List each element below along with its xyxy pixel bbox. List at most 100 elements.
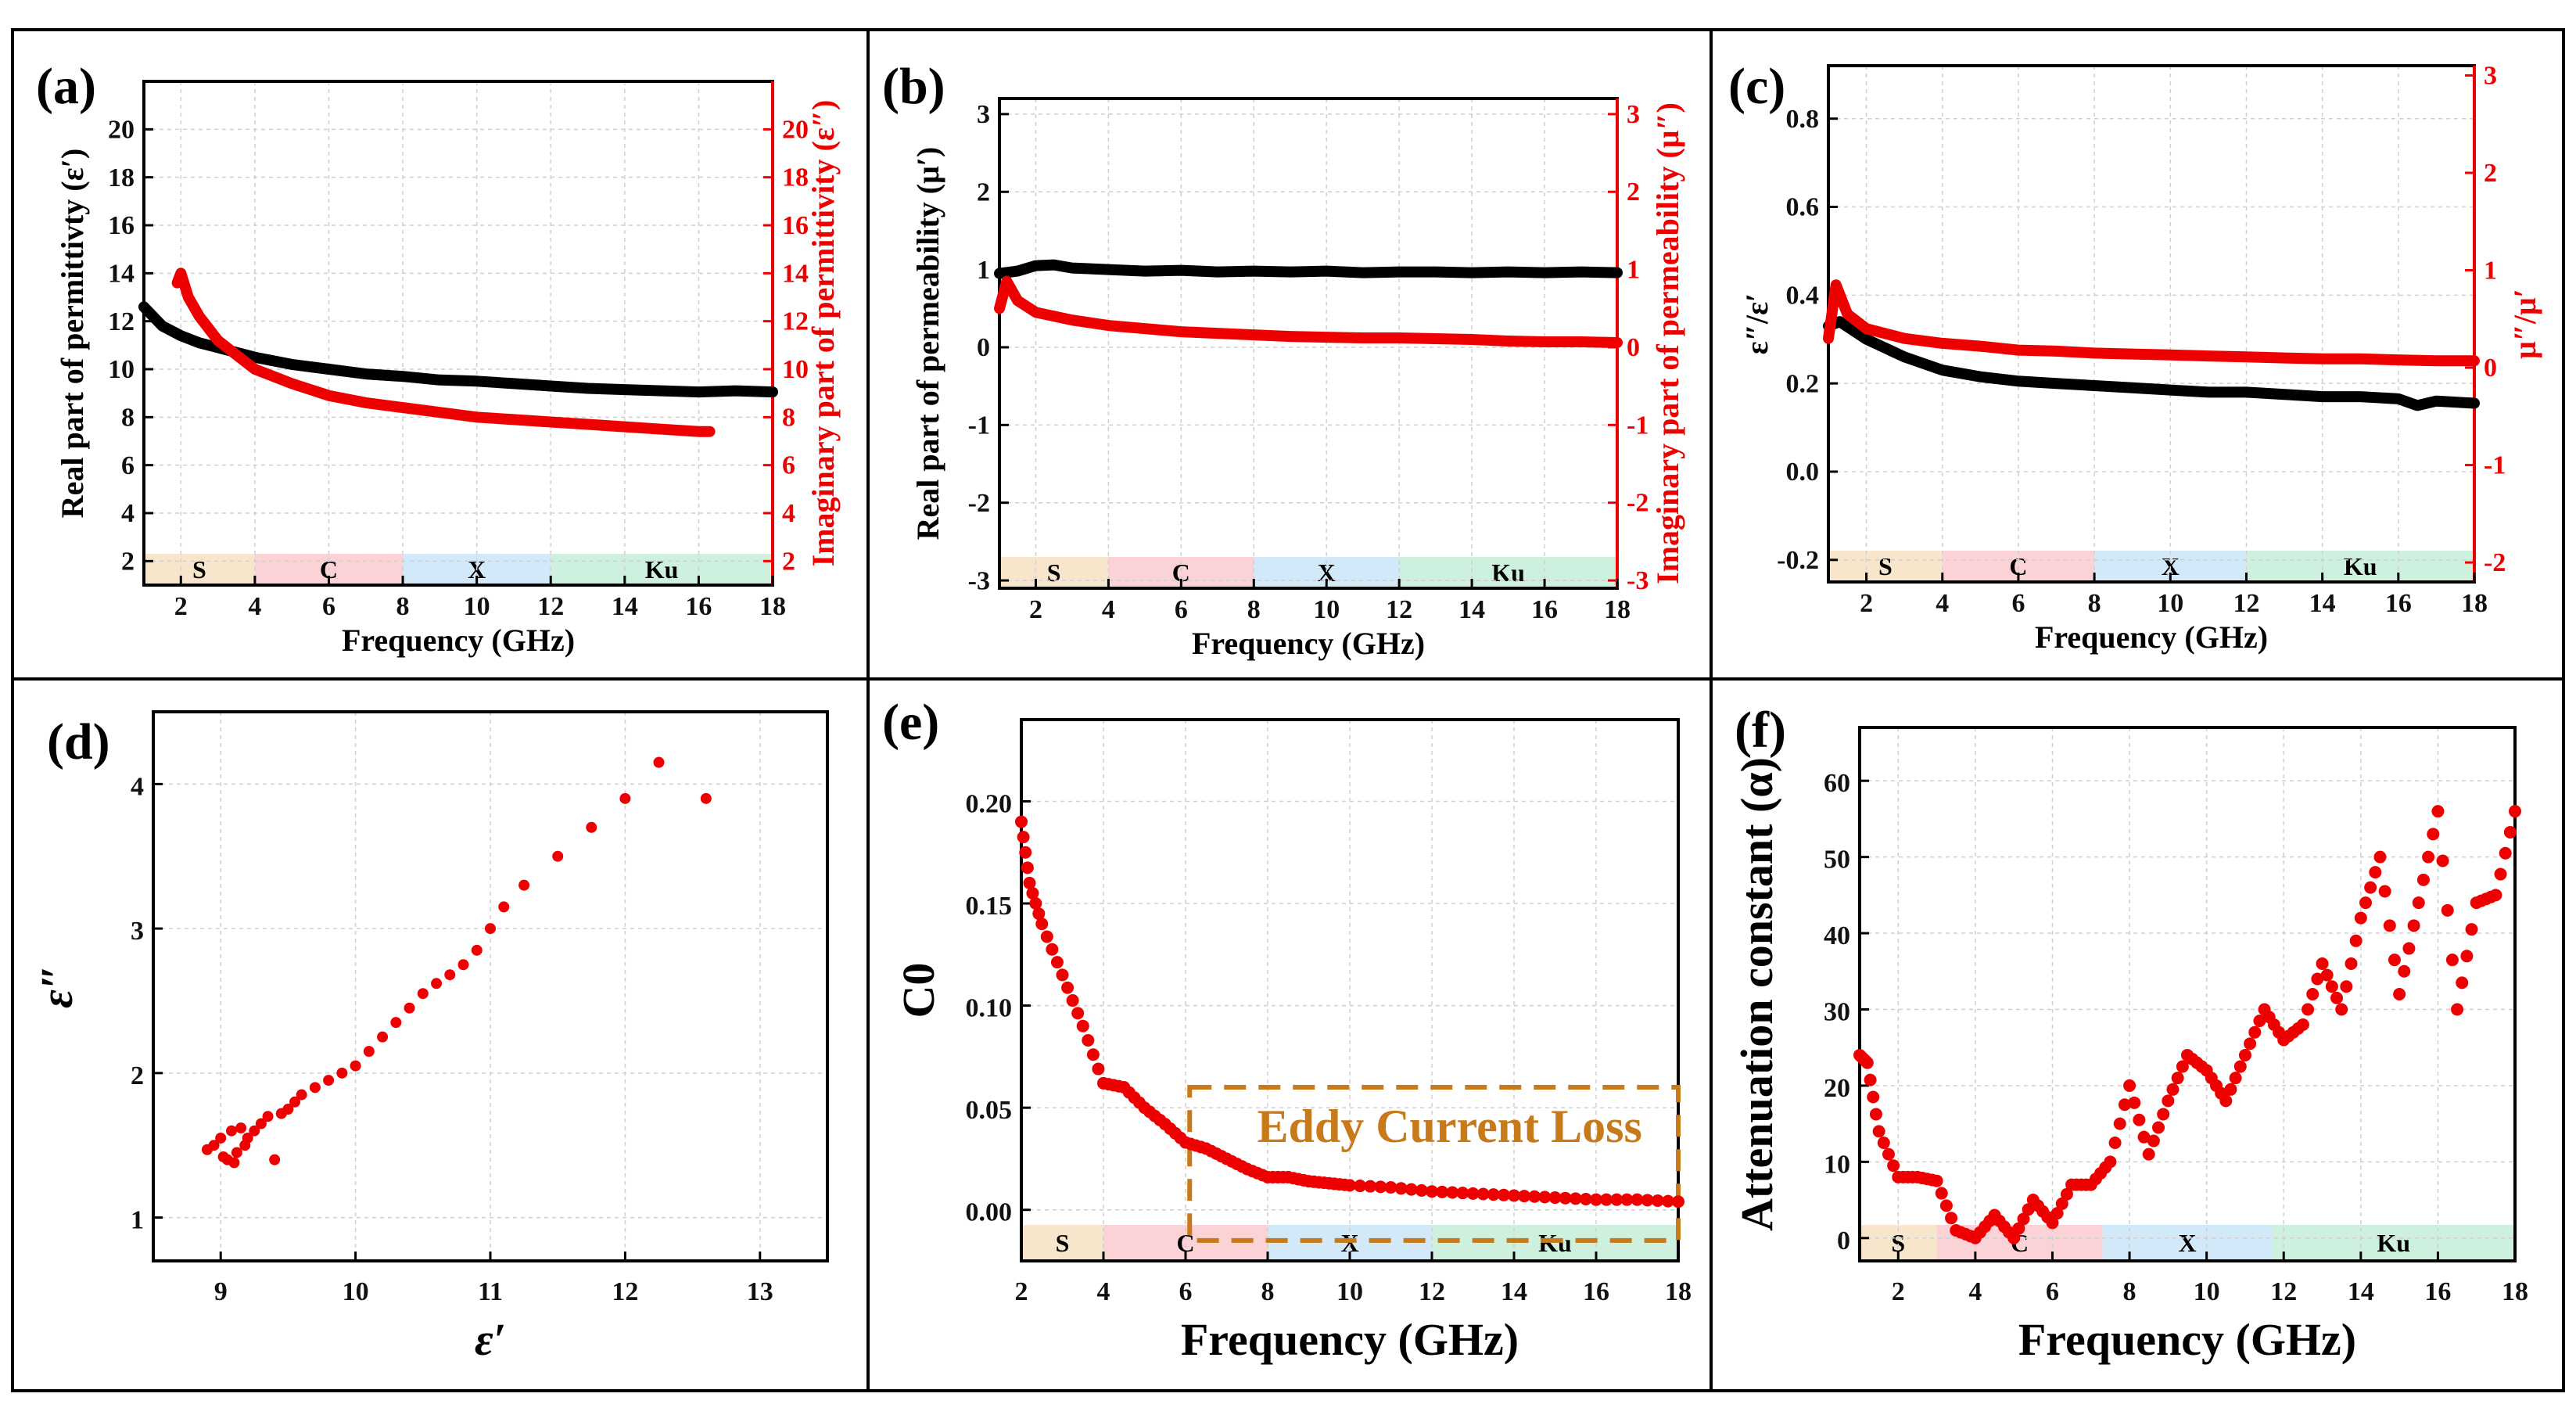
- data-point: [2128, 1096, 2141, 1109]
- data-point: [2012, 1222, 2025, 1235]
- data-point: [1906, 1170, 1919, 1183]
- data-point: [2054, 348, 2059, 354]
- data-point: [1338, 1178, 1351, 1191]
- y-tick-label: 2: [977, 178, 990, 207]
- data-point: [225, 1125, 237, 1137]
- data-point: [1538, 1191, 1552, 1204]
- y-tick-label: 0.15: [966, 892, 1013, 921]
- y-tick-label: 20: [108, 116, 135, 145]
- data-point: [1877, 1136, 1890, 1149]
- data-point: [696, 429, 701, 434]
- data-point: [1578, 339, 1584, 345]
- data-point: [1826, 336, 1831, 341]
- panel-b: S C X Ku2 4 6 8 10 12 14 16 18-3-2-10123-3-2-10123F…: [882, 58, 1685, 661]
- data-point: [622, 424, 627, 429]
- data-point: [1174, 1131, 1187, 1144]
- series-line: [171, 268, 716, 437]
- x-axis-title: Frequency (GHz): [1192, 626, 1425, 661]
- data-point: [485, 923, 496, 935]
- data-point: [160, 323, 165, 329]
- band-label: Ku: [1491, 558, 1525, 587]
- data-point: [363, 400, 368, 405]
- data-point: [2129, 385, 2135, 390]
- data-point: [1542, 270, 1548, 275]
- data-point: [1631, 1193, 1644, 1206]
- series-line: [994, 275, 1623, 348]
- data-point: [2147, 1134, 2160, 1147]
- data-point: [2485, 890, 2498, 903]
- data-point: [2253, 1015, 2266, 1028]
- y-tick-label: 4: [121, 499, 135, 528]
- band-label: X: [1318, 558, 1336, 587]
- data-point: [2393, 988, 2406, 1000]
- band-ku: [2246, 551, 2474, 582]
- y-right-tick-label: 1: [1627, 256, 1640, 285]
- data-point: [431, 978, 443, 989]
- data-point: [215, 1132, 227, 1144]
- y-right-tick-label: 3: [2484, 61, 2497, 90]
- data-point: [659, 388, 665, 393]
- data-point: [1487, 1188, 1500, 1201]
- data-point: [350, 1060, 361, 1072]
- data-point: [2472, 400, 2477, 406]
- data-point: [1939, 340, 1945, 346]
- data-point: [1086, 1048, 1100, 1061]
- data-point: [1433, 269, 1438, 275]
- data-point: [585, 422, 590, 427]
- data-point: [1142, 326, 1147, 332]
- x-tick-label: 10: [1313, 595, 1340, 624]
- data-point: [2402, 942, 2416, 955]
- panel-a: S C X Ku2 4 6 8 10 12 14 16 18246810121416182024681…: [36, 58, 841, 658]
- data-point: [1415, 1183, 1428, 1197]
- y-tick-label: 0.00: [966, 1198, 1013, 1227]
- data-point: [1023, 876, 1036, 889]
- data-point: [1456, 1187, 1469, 1200]
- data-point: [1651, 1194, 1664, 1207]
- y-tick-label: 0.8: [1786, 105, 1820, 134]
- data-point: [1056, 968, 1069, 982]
- data-point: [548, 419, 554, 425]
- data-point: [457, 959, 469, 971]
- data-point: [2015, 379, 2021, 384]
- y-tick-label: 0.6: [1786, 193, 1820, 222]
- y-tick-label: 0.10: [966, 994, 1013, 1023]
- y-tick-label: 4: [131, 772, 144, 801]
- data-point: [2054, 381, 2059, 386]
- data-point: [1579, 1193, 1592, 1206]
- data-point: [2325, 980, 2338, 993]
- band-label: X: [1340, 1229, 1358, 1257]
- data-point: [2157, 1108, 2170, 1121]
- data-point: [1061, 981, 1075, 994]
- plot-frame: [142, 80, 774, 587]
- data-point: [2373, 850, 2387, 864]
- data-point: [1436, 1185, 1449, 1198]
- data-point: [215, 338, 221, 343]
- data-point: [231, 1147, 242, 1158]
- data-point: [2388, 954, 2401, 967]
- data-point: [2436, 854, 2449, 867]
- data-point: [2017, 1212, 2030, 1226]
- data-point: [2460, 950, 2474, 963]
- y-tick-label: 20: [1824, 1074, 1850, 1103]
- data-point: [2335, 1003, 2348, 1016]
- data-point: [1978, 374, 1983, 379]
- x-tick-label: 14: [2309, 589, 2336, 618]
- data-point: [2171, 1072, 2184, 1085]
- band-label: X: [2178, 1229, 2196, 1257]
- data-point: [1542, 339, 1548, 345]
- data-point: [2345, 957, 2358, 971]
- data-point: [586, 821, 597, 833]
- band-label: Ku: [645, 555, 679, 584]
- data-point: [363, 1046, 375, 1058]
- y-tick-label: 16: [108, 211, 135, 240]
- y-tick-label: -3: [968, 566, 990, 595]
- band-label: S: [1047, 558, 1061, 587]
- data-point: [1033, 310, 1039, 315]
- x-tick-label: 8: [396, 592, 410, 621]
- data-point: [1179, 268, 1184, 273]
- data-point: [1610, 1193, 1623, 1206]
- x-tick-label: 14: [1501, 1277, 1527, 1306]
- y-tick-label: 60: [1824, 769, 1850, 798]
- band-ku: [1432, 1225, 1678, 1261]
- data-point: [1615, 270, 1620, 275]
